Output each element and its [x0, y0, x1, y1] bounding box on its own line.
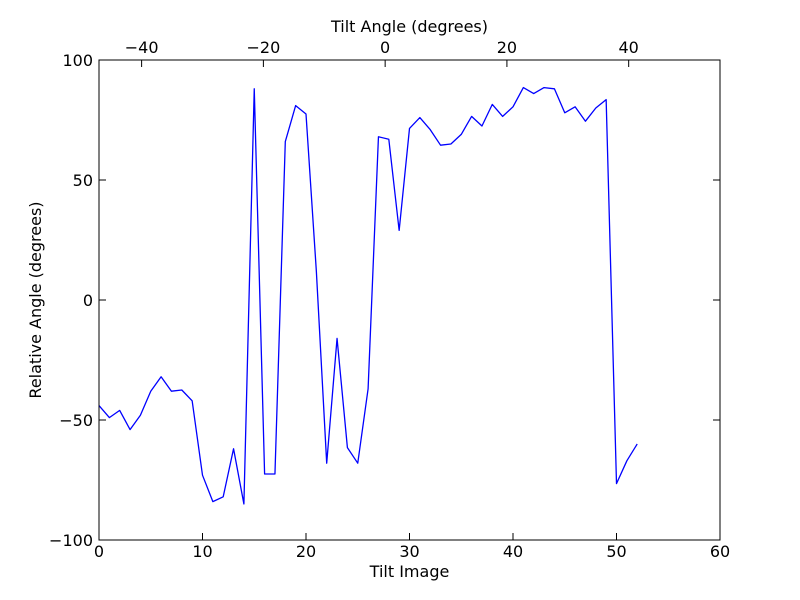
plot-frame [98, 59, 721, 541]
x-tick-label: 20 [296, 542, 316, 561]
y-tick-label: −100 [49, 531, 93, 550]
ticks-layer: 0 10 20 30 40 50 60 −100 −50 0 50 100 −40 −20 0 20 40 [49, 38, 730, 561]
y-tick-label: 0 [83, 291, 93, 310]
top-tick-label: 20 [497, 38, 517, 57]
y-tick-label: 50 [73, 171, 93, 190]
top-tick-label: 40 [618, 38, 638, 57]
y-tick-label: −50 [59, 411, 93, 430]
top-x-axis-title: Tilt Angle (degrees) [330, 17, 488, 36]
x-tick-label: 50 [606, 542, 626, 561]
y-tick-label: 100 [62, 51, 93, 70]
top-tick-label: −20 [246, 38, 280, 57]
x-axis-title: Tilt Image [369, 562, 450, 581]
x-tick-label: 30 [399, 542, 419, 561]
x-tick-label: 60 [710, 542, 730, 561]
top-tick-label: −40 [125, 38, 159, 57]
top-tick-label: 0 [380, 38, 390, 57]
series-line-0 [98, 86, 638, 505]
x-tick-label: 10 [192, 542, 212, 561]
plot-layer [98, 86, 638, 505]
x-tick-label: 40 [503, 542, 523, 561]
x-tick-label: 0 [94, 542, 104, 561]
y-axis-title: Relative Angle (degrees) [26, 201, 45, 398]
